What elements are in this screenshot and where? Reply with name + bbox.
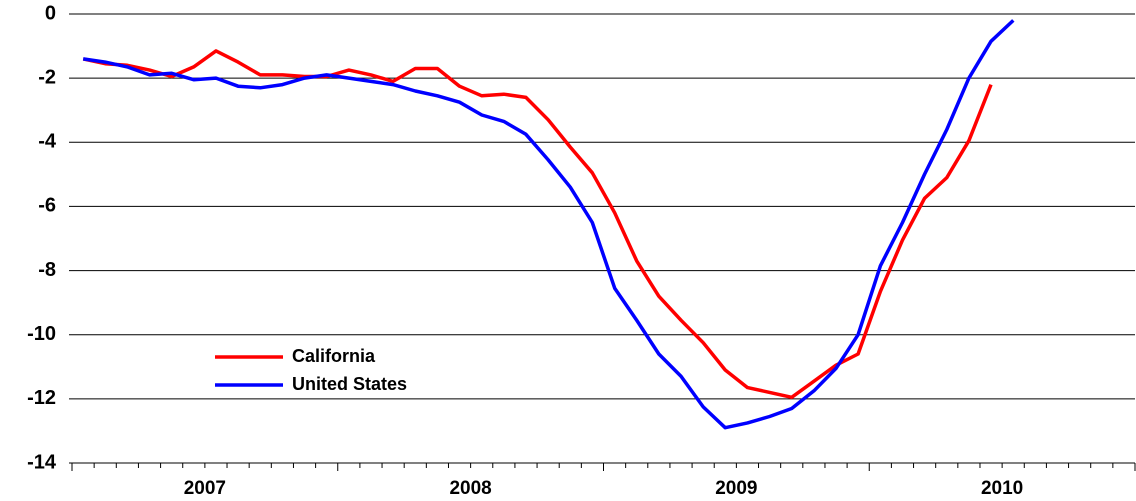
line-series <box>82 49 993 400</box>
legend-label: California <box>292 346 376 366</box>
y-tick-label: -10 <box>27 323 56 345</box>
y-tick-label: -12 <box>27 387 56 409</box>
y-tick-label: -6 <box>38 195 56 217</box>
legend-label: United States <box>292 374 407 394</box>
x-tick-label: 2010 <box>981 478 1023 499</box>
x-tick-label: 2008 <box>449 478 491 499</box>
y-tick-label: -8 <box>38 259 56 281</box>
y-tick-label: -2 <box>38 66 56 88</box>
line-series <box>82 19 1015 430</box>
x-tick-label: 2007 <box>184 478 226 499</box>
y-tick-label: -14 <box>27 451 57 473</box>
y-tick-label: 0 <box>45 2 56 24</box>
y-tick-label: -4 <box>38 131 57 153</box>
x-tick-label: 2009 <box>715 478 757 499</box>
